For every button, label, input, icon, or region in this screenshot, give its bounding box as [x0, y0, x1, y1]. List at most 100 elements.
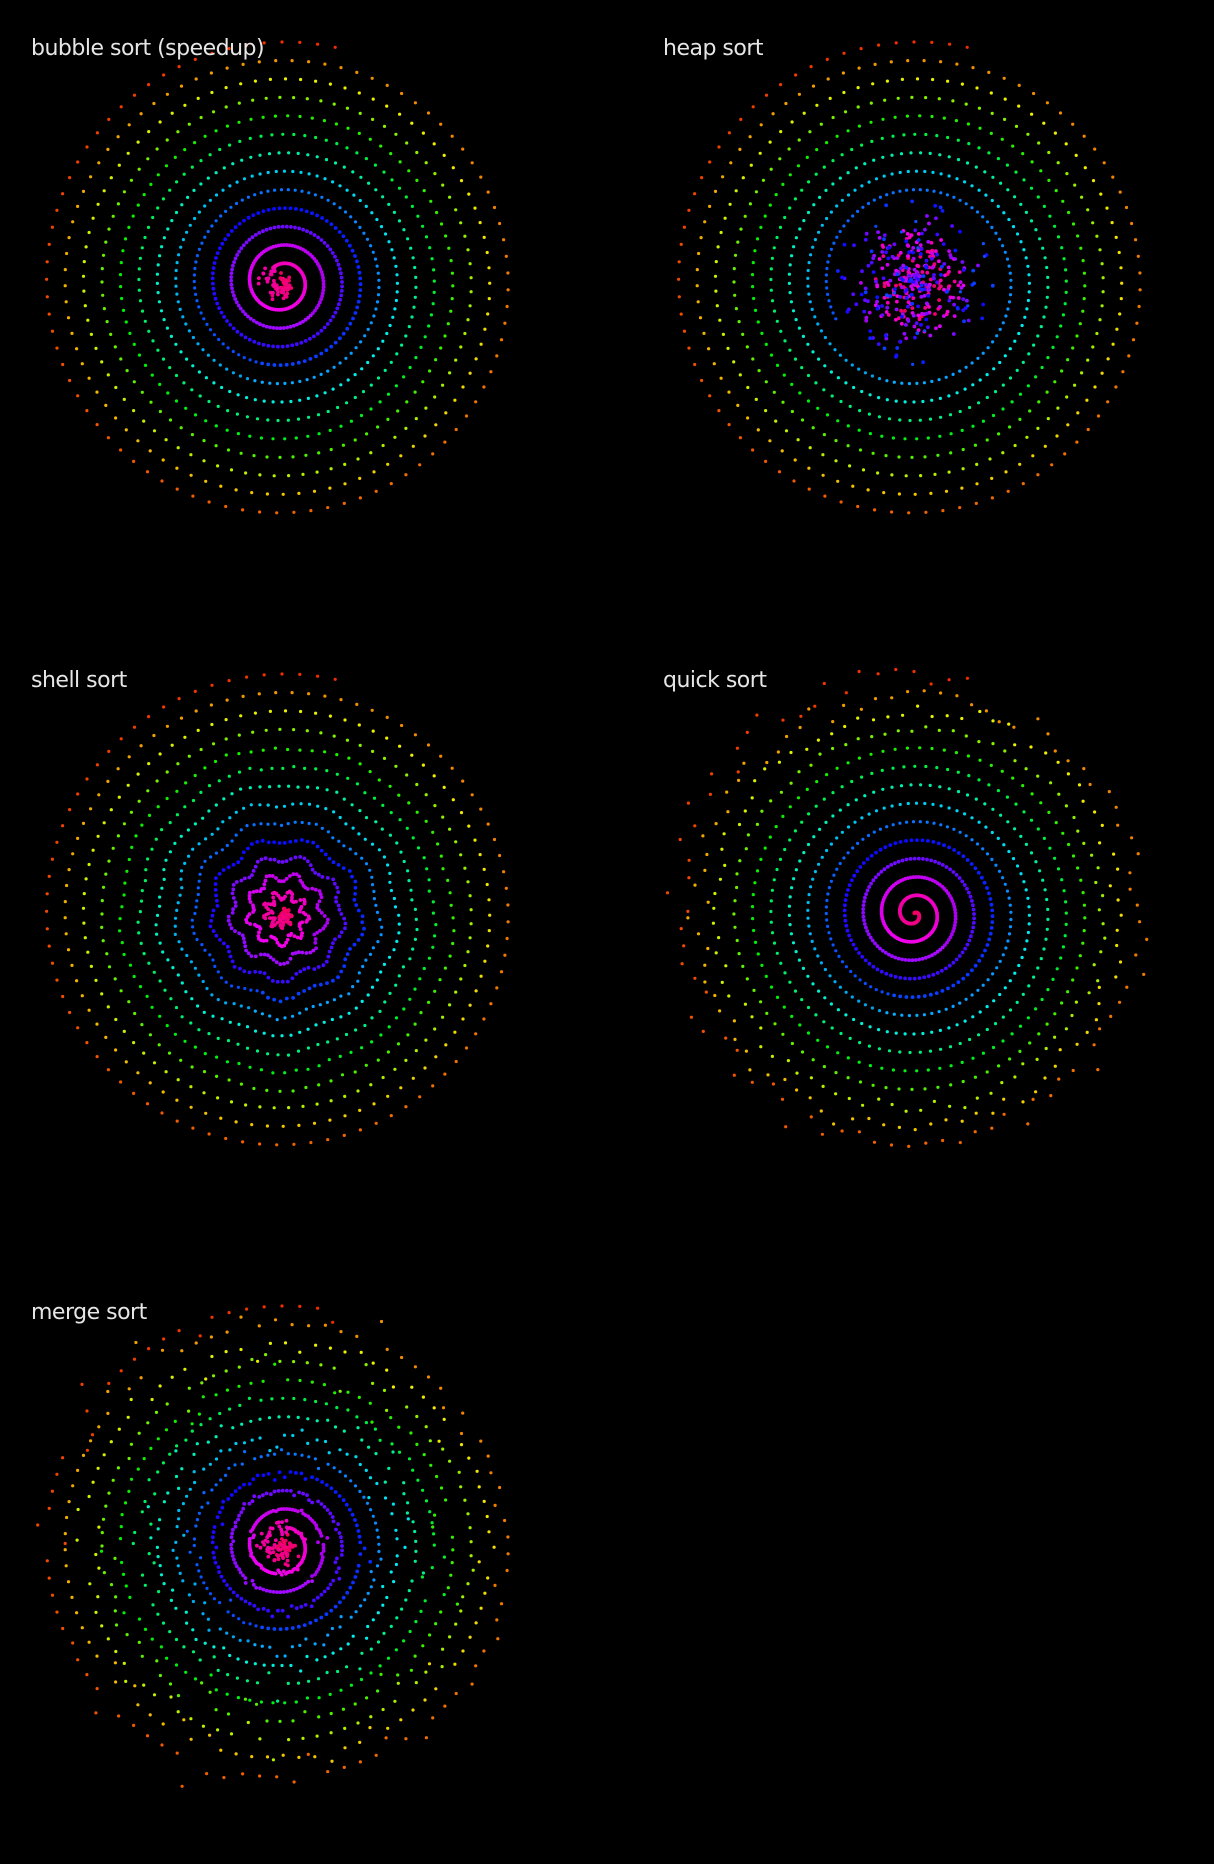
spiral-dot [379, 1557, 383, 1561]
spiral-dot [769, 985, 774, 989]
spiral-dot [410, 753, 414, 757]
spiral-dot [954, 751, 958, 755]
spiral-dot [1054, 821, 1058, 825]
spiral-dot [176, 973, 180, 977]
spiral-dot [958, 198, 962, 202]
spiral-dot [210, 993, 214, 997]
spiral-dot [503, 321, 507, 325]
spiral-dot [841, 71, 845, 75]
spiral-dot [902, 765, 906, 769]
spiral-dot [284, 362, 289, 367]
spiral-dot [832, 1122, 836, 1126]
spiral-dot [294, 207, 298, 211]
spiral-dot [321, 278, 326, 283]
spiral-dot [427, 956, 431, 960]
spiral-dot [1019, 834, 1023, 838]
spiral-dot [368, 770, 372, 774]
spiral-dot [985, 395, 989, 400]
spiral-dot [212, 1555, 217, 1560]
spiral-dot [1114, 975, 1118, 979]
spiral-dot [296, 360, 301, 365]
spiral-dot [881, 254, 886, 258]
spiral-dot [398, 818, 402, 822]
spiral-dot [236, 303, 241, 308]
spiral-dot [719, 230, 723, 235]
spiral-dot [1108, 884, 1112, 888]
spiral-dot [920, 270, 925, 274]
spiral-dot [946, 265, 951, 270]
spiral-dot [921, 857, 925, 861]
spiral-dot [769, 167, 773, 171]
spiral-dot [424, 406, 428, 410]
spiral-dot [96, 834, 100, 838]
spiral-dot [788, 895, 792, 899]
spiral-dot [903, 958, 908, 962]
spiral-dot [1136, 254, 1140, 258]
spiral-dot [898, 295, 903, 299]
spiral-dot [1111, 175, 1115, 179]
spiral-dot [369, 1585, 373, 1589]
spiral-dot [387, 202, 391, 206]
spiral-dot [492, 837, 497, 842]
spiral-dot [343, 210, 348, 214]
spiral-dot [219, 214, 223, 218]
spiral-dot [842, 908, 847, 913]
spiral-dot [936, 1085, 940, 1089]
spiral-dot [185, 230, 189, 234]
spiral-dot [394, 1528, 398, 1532]
spiral-dot [892, 380, 896, 384]
spiral-dot [104, 1035, 108, 1039]
spiral-dot [342, 165, 346, 169]
spiral-dot [160, 828, 164, 832]
spiral-dot [429, 199, 433, 203]
spiral-dot [890, 785, 894, 789]
spiral-dot [233, 225, 238, 230]
spiral-dot [101, 253, 106, 257]
spiral-dot [311, 948, 316, 953]
spiral-dot [216, 827, 220, 831]
spiral-dot [272, 281, 277, 286]
spiral-dot [1009, 910, 1013, 914]
spiral-dot [873, 697, 878, 701]
spiral-dot [255, 1543, 259, 1548]
spiral-dot [926, 240, 931, 244]
spiral-dot [175, 292, 179, 296]
spiral-dot [157, 1043, 161, 1047]
spiral-dot [309, 1604, 314, 1609]
spiral-dot [358, 1462, 362, 1467]
spiral-dot [1030, 792, 1034, 796]
spiral-dot [911, 875, 916, 879]
spiral-dot [756, 428, 760, 432]
spiral-dot [729, 161, 733, 165]
spiral-dot [822, 1065, 826, 1069]
spiral-dot [379, 225, 384, 229]
spiral-dot [323, 694, 327, 698]
spiral-dot [376, 376, 381, 380]
spiral-dot [224, 753, 228, 757]
spiral-dot [390, 248, 394, 252]
spiral-dot [942, 748, 946, 752]
spiral-dot [1049, 1094, 1053, 1098]
spiral-dot [860, 269, 864, 274]
spiral-dot [790, 1014, 794, 1018]
spiral-dot [256, 1607, 260, 1612]
spiral-dot [916, 277, 921, 282]
spiral-dot [825, 848, 829, 853]
spiral-dot [321, 285, 326, 289]
spiral-dot [55, 208, 59, 212]
spiral-dot [211, 266, 216, 270]
spiral-dot [205, 1586, 209, 1590]
spiral-dot [953, 257, 957, 261]
spiral-dot [324, 959, 329, 964]
spiral-dot [1066, 759, 1070, 763]
spiral-dot [931, 802, 935, 806]
spiral-dot [218, 147, 222, 152]
panel-merge-sort: merge sort [0, 1264, 560, 1864]
spiral-dot [321, 1546, 326, 1550]
spiral-dot [286, 822, 290, 826]
spiral-dot [298, 748, 302, 752]
spiral-dot [189, 1085, 193, 1089]
spiral-dot [193, 57, 197, 62]
spiral-dot [165, 92, 169, 96]
spiral-dot [333, 45, 337, 49]
